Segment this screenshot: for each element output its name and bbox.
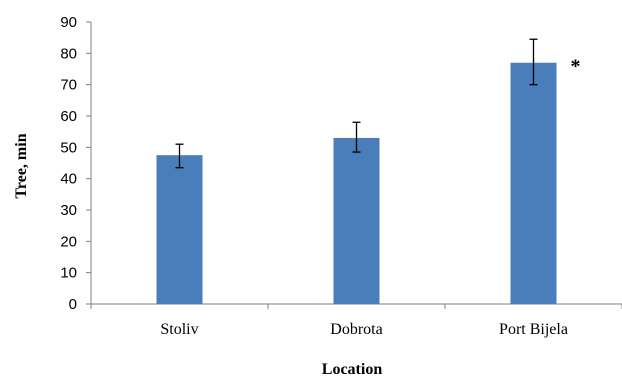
y-axis-title: Tree, min bbox=[13, 133, 30, 198]
y-tick-label: 10 bbox=[60, 265, 77, 282]
y-tick-label: 60 bbox=[60, 108, 77, 125]
y-tick-label: 40 bbox=[60, 171, 77, 188]
y-tick-label: 70 bbox=[60, 77, 77, 94]
x-category-label: Dobrota bbox=[330, 321, 382, 338]
y-tick-label: 50 bbox=[60, 139, 77, 156]
bar bbox=[510, 62, 557, 304]
bar bbox=[333, 137, 380, 304]
y-tick-label: 80 bbox=[60, 45, 77, 62]
y-axis-ticks: 0 10 20 30 40 50 60 70 80 90 bbox=[60, 14, 622, 313]
category-labels: Stoliv Dobrota Port Bijela bbox=[160, 321, 568, 338]
annotations: * bbox=[571, 56, 581, 78]
bars bbox=[156, 62, 557, 304]
y-tick-label: 20 bbox=[60, 233, 77, 250]
y-tick-label: 0 bbox=[69, 296, 77, 313]
significance-marker: * bbox=[571, 56, 581, 78]
x-category-label: Port Bijela bbox=[499, 321, 568, 338]
y-tick-label: 30 bbox=[60, 202, 77, 219]
error-bars bbox=[175, 38, 538, 169]
x-category-label: Stoliv bbox=[160, 321, 198, 338]
y-tick-label: 90 bbox=[60, 14, 77, 31]
x-axis-title: Location bbox=[322, 361, 383, 378]
bar bbox=[156, 155, 203, 304]
